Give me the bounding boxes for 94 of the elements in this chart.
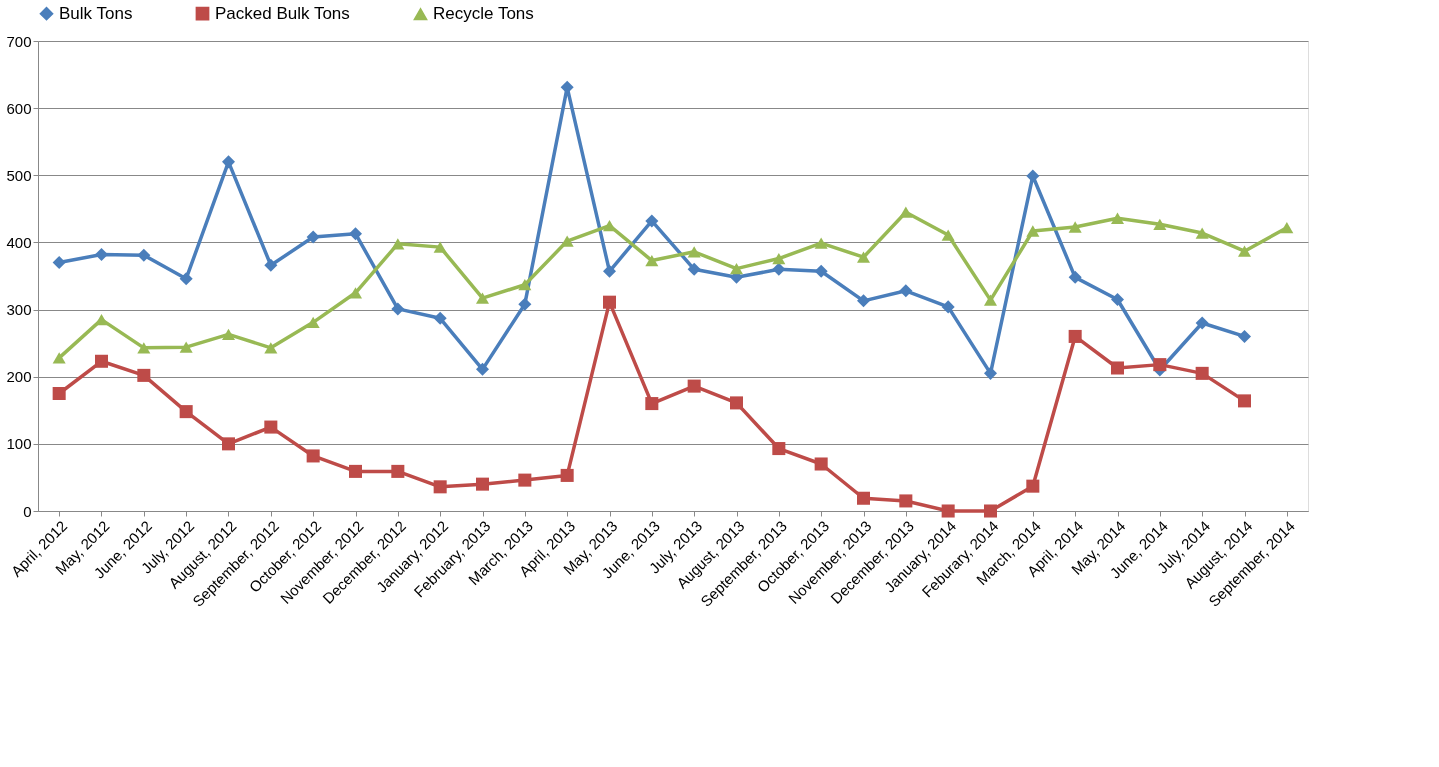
point [941, 229, 955, 241]
point [1068, 270, 1082, 284]
point [814, 237, 828, 249]
point [179, 405, 193, 419]
point [941, 300, 955, 314]
point [264, 258, 278, 272]
point [645, 254, 659, 267]
y-tick-label: 0 [23, 502, 32, 520]
point [433, 311, 447, 325]
point [1110, 361, 1125, 375]
point [1068, 329, 1082, 343]
point [306, 316, 320, 328]
point [729, 262, 744, 275]
point [1195, 366, 1209, 380]
point [645, 397, 659, 411]
point [433, 241, 447, 253]
point [1026, 479, 1040, 493]
point [856, 251, 871, 263]
point [348, 287, 363, 299]
point [306, 449, 320, 463]
point [264, 420, 278, 434]
point [772, 442, 786, 456]
point [475, 292, 490, 304]
point [1110, 292, 1125, 307]
point [899, 206, 913, 218]
point [94, 248, 109, 262]
point [391, 464, 405, 478]
point [899, 494, 913, 508]
point [941, 504, 955, 518]
point [179, 272, 193, 286]
point [391, 302, 405, 316]
point [1280, 222, 1294, 234]
point [856, 294, 871, 308]
y-tick-label: 100 [6, 435, 32, 453]
point [52, 256, 66, 270]
legend-label: Recycle Tons [433, 4, 534, 24]
point [983, 366, 998, 380]
y-tick-label: 600 [6, 99, 32, 117]
point [1237, 329, 1252, 343]
point [179, 341, 193, 353]
point [518, 297, 532, 311]
point [52, 352, 66, 364]
point [814, 457, 828, 471]
y-tick-label: 200 [6, 368, 32, 386]
point [221, 328, 236, 341]
point [137, 342, 151, 354]
point [221, 155, 236, 169]
point [1026, 225, 1040, 237]
point [1237, 245, 1252, 257]
point [475, 362, 490, 376]
point [729, 396, 744, 410]
point [983, 504, 998, 518]
point [687, 379, 701, 393]
point [137, 248, 151, 262]
point [560, 80, 574, 94]
legend-label: Packed Bulk Tons [215, 3, 350, 23]
point [518, 473, 532, 487]
point [772, 262, 786, 276]
point [391, 238, 405, 250]
point [856, 491, 871, 505]
point [475, 477, 490, 491]
point [899, 284, 913, 298]
point [348, 464, 363, 478]
point [1195, 227, 1209, 239]
legend-label: Bulk Tons [59, 3, 133, 23]
point [264, 342, 278, 354]
point [560, 468, 574, 482]
y-tick-label: 300 [6, 301, 32, 319]
point [560, 235, 574, 247]
point [814, 264, 828, 278]
y-tick-label: 500 [6, 166, 32, 184]
point [1110, 212, 1125, 224]
point [94, 354, 109, 368]
point [983, 294, 998, 306]
y-tick-label: 700 [6, 32, 32, 50]
point [306, 230, 320, 244]
point [52, 386, 66, 401]
point [1237, 394, 1252, 408]
point [687, 246, 701, 258]
point [518, 279, 532, 291]
point [645, 214, 659, 228]
point [433, 480, 447, 494]
y-tick-label: 400 [6, 233, 32, 251]
point [221, 437, 236, 451]
point [772, 252, 786, 265]
point [1195, 316, 1209, 330]
point [1153, 218, 1167, 230]
point [1068, 221, 1082, 233]
point [1153, 358, 1167, 372]
point [348, 227, 363, 241]
point [137, 368, 151, 382]
point [687, 262, 701, 276]
point [602, 295, 617, 309]
point [602, 264, 617, 278]
